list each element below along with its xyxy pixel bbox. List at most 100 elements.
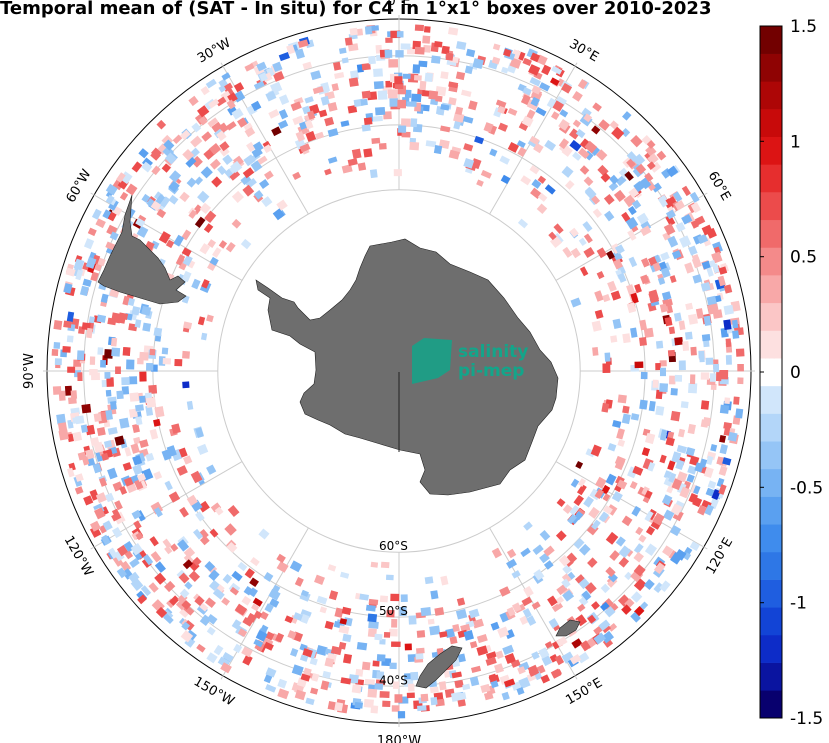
logo-line2: pi-mep (458, 361, 524, 381)
data-cell (88, 316, 95, 324)
data-cell (667, 431, 675, 440)
data-cell (361, 661, 371, 671)
data-cell (276, 553, 286, 563)
data-cell (331, 83, 339, 92)
data-cell (64, 385, 73, 396)
lon-label: 60°W (64, 167, 95, 206)
data-cell (96, 427, 106, 436)
data-cell (140, 585, 152, 597)
data-cell (110, 400, 117, 410)
data-cell (655, 389, 663, 400)
data-cell (599, 601, 610, 612)
data-cell (90, 271, 99, 282)
data-cell (483, 122, 494, 133)
data-cell (499, 586, 511, 597)
data-cell (208, 579, 220, 591)
data-cell (662, 545, 674, 557)
data-cell (607, 280, 617, 292)
data-cell (263, 144, 273, 154)
data-cell (227, 92, 238, 104)
data-cell (292, 171, 302, 181)
data-cell (198, 528, 209, 540)
data-cell (685, 302, 694, 311)
data-cell (715, 295, 722, 303)
data-cell (723, 304, 734, 315)
data-cell (644, 543, 658, 556)
data-cell (643, 578, 655, 591)
data-cell (85, 448, 95, 460)
data-cell (664, 316, 673, 327)
data-cell (628, 187, 640, 199)
data-cell (544, 184, 556, 195)
data-cell (681, 213, 693, 225)
data-cell (320, 680, 330, 691)
data-cell (153, 191, 164, 201)
data-cell (290, 648, 299, 657)
meridian-line (555, 461, 708, 550)
data-cell (163, 139, 175, 151)
colorbar-swatch (760, 441, 782, 470)
data-cell (455, 106, 464, 116)
data-cell (164, 545, 173, 555)
data-cell (351, 148, 362, 159)
data-cell (555, 95, 567, 107)
data-cell (347, 43, 359, 52)
data-cell (327, 156, 338, 164)
data-cell (697, 233, 709, 245)
data-cell (621, 515, 633, 527)
data-cell (541, 655, 553, 667)
data-cell (132, 464, 144, 476)
data-cell (360, 98, 368, 106)
data-cell (414, 24, 424, 32)
data-cell (528, 668, 538, 677)
data-cell (491, 56, 501, 65)
data-cell (451, 671, 462, 679)
data-cell (391, 641, 401, 647)
data-cell (116, 172, 126, 183)
data-cell (595, 476, 607, 489)
data-cell (462, 115, 474, 124)
data-cell (659, 580, 671, 593)
data-cell (507, 141, 520, 153)
data-cell (265, 684, 277, 693)
data-cell (732, 330, 740, 339)
data-cell (503, 48, 512, 57)
data-cell (161, 449, 172, 461)
data-cell (380, 561, 390, 569)
data-cell (54, 358, 62, 366)
data-cell (723, 319, 732, 331)
data-cell (659, 367, 667, 377)
data-cell (544, 641, 553, 649)
data-cell (737, 377, 744, 385)
colorbar-swatch (760, 579, 782, 608)
colorbar-swatch (760, 413, 782, 442)
data-cell (566, 571, 576, 581)
data-cell (121, 386, 130, 395)
data-cell (302, 61, 313, 70)
data-cell (182, 148, 195, 161)
data-cell (390, 593, 400, 602)
data-cell (716, 371, 722, 382)
data-cell (653, 562, 666, 575)
data-cell (314, 574, 325, 585)
data-cell (368, 598, 379, 605)
data-cell (53, 320, 63, 330)
data-cell (428, 90, 439, 100)
colorbar-swatch (760, 164, 782, 193)
data-cell (371, 25, 379, 31)
data-cell (641, 257, 650, 268)
data-cell (410, 118, 418, 128)
data-cell (110, 337, 118, 347)
data-cell (670, 388, 678, 396)
data-cell (625, 216, 639, 230)
data-cell (518, 677, 531, 689)
data-cell (183, 321, 193, 330)
data-cell (209, 256, 219, 266)
data-cell (609, 550, 620, 561)
data-cell (664, 298, 673, 307)
data-cell (207, 239, 217, 249)
data-cell (68, 397, 77, 405)
data-cell (689, 541, 700, 551)
data-cell (265, 667, 277, 678)
data-cell (507, 107, 518, 116)
